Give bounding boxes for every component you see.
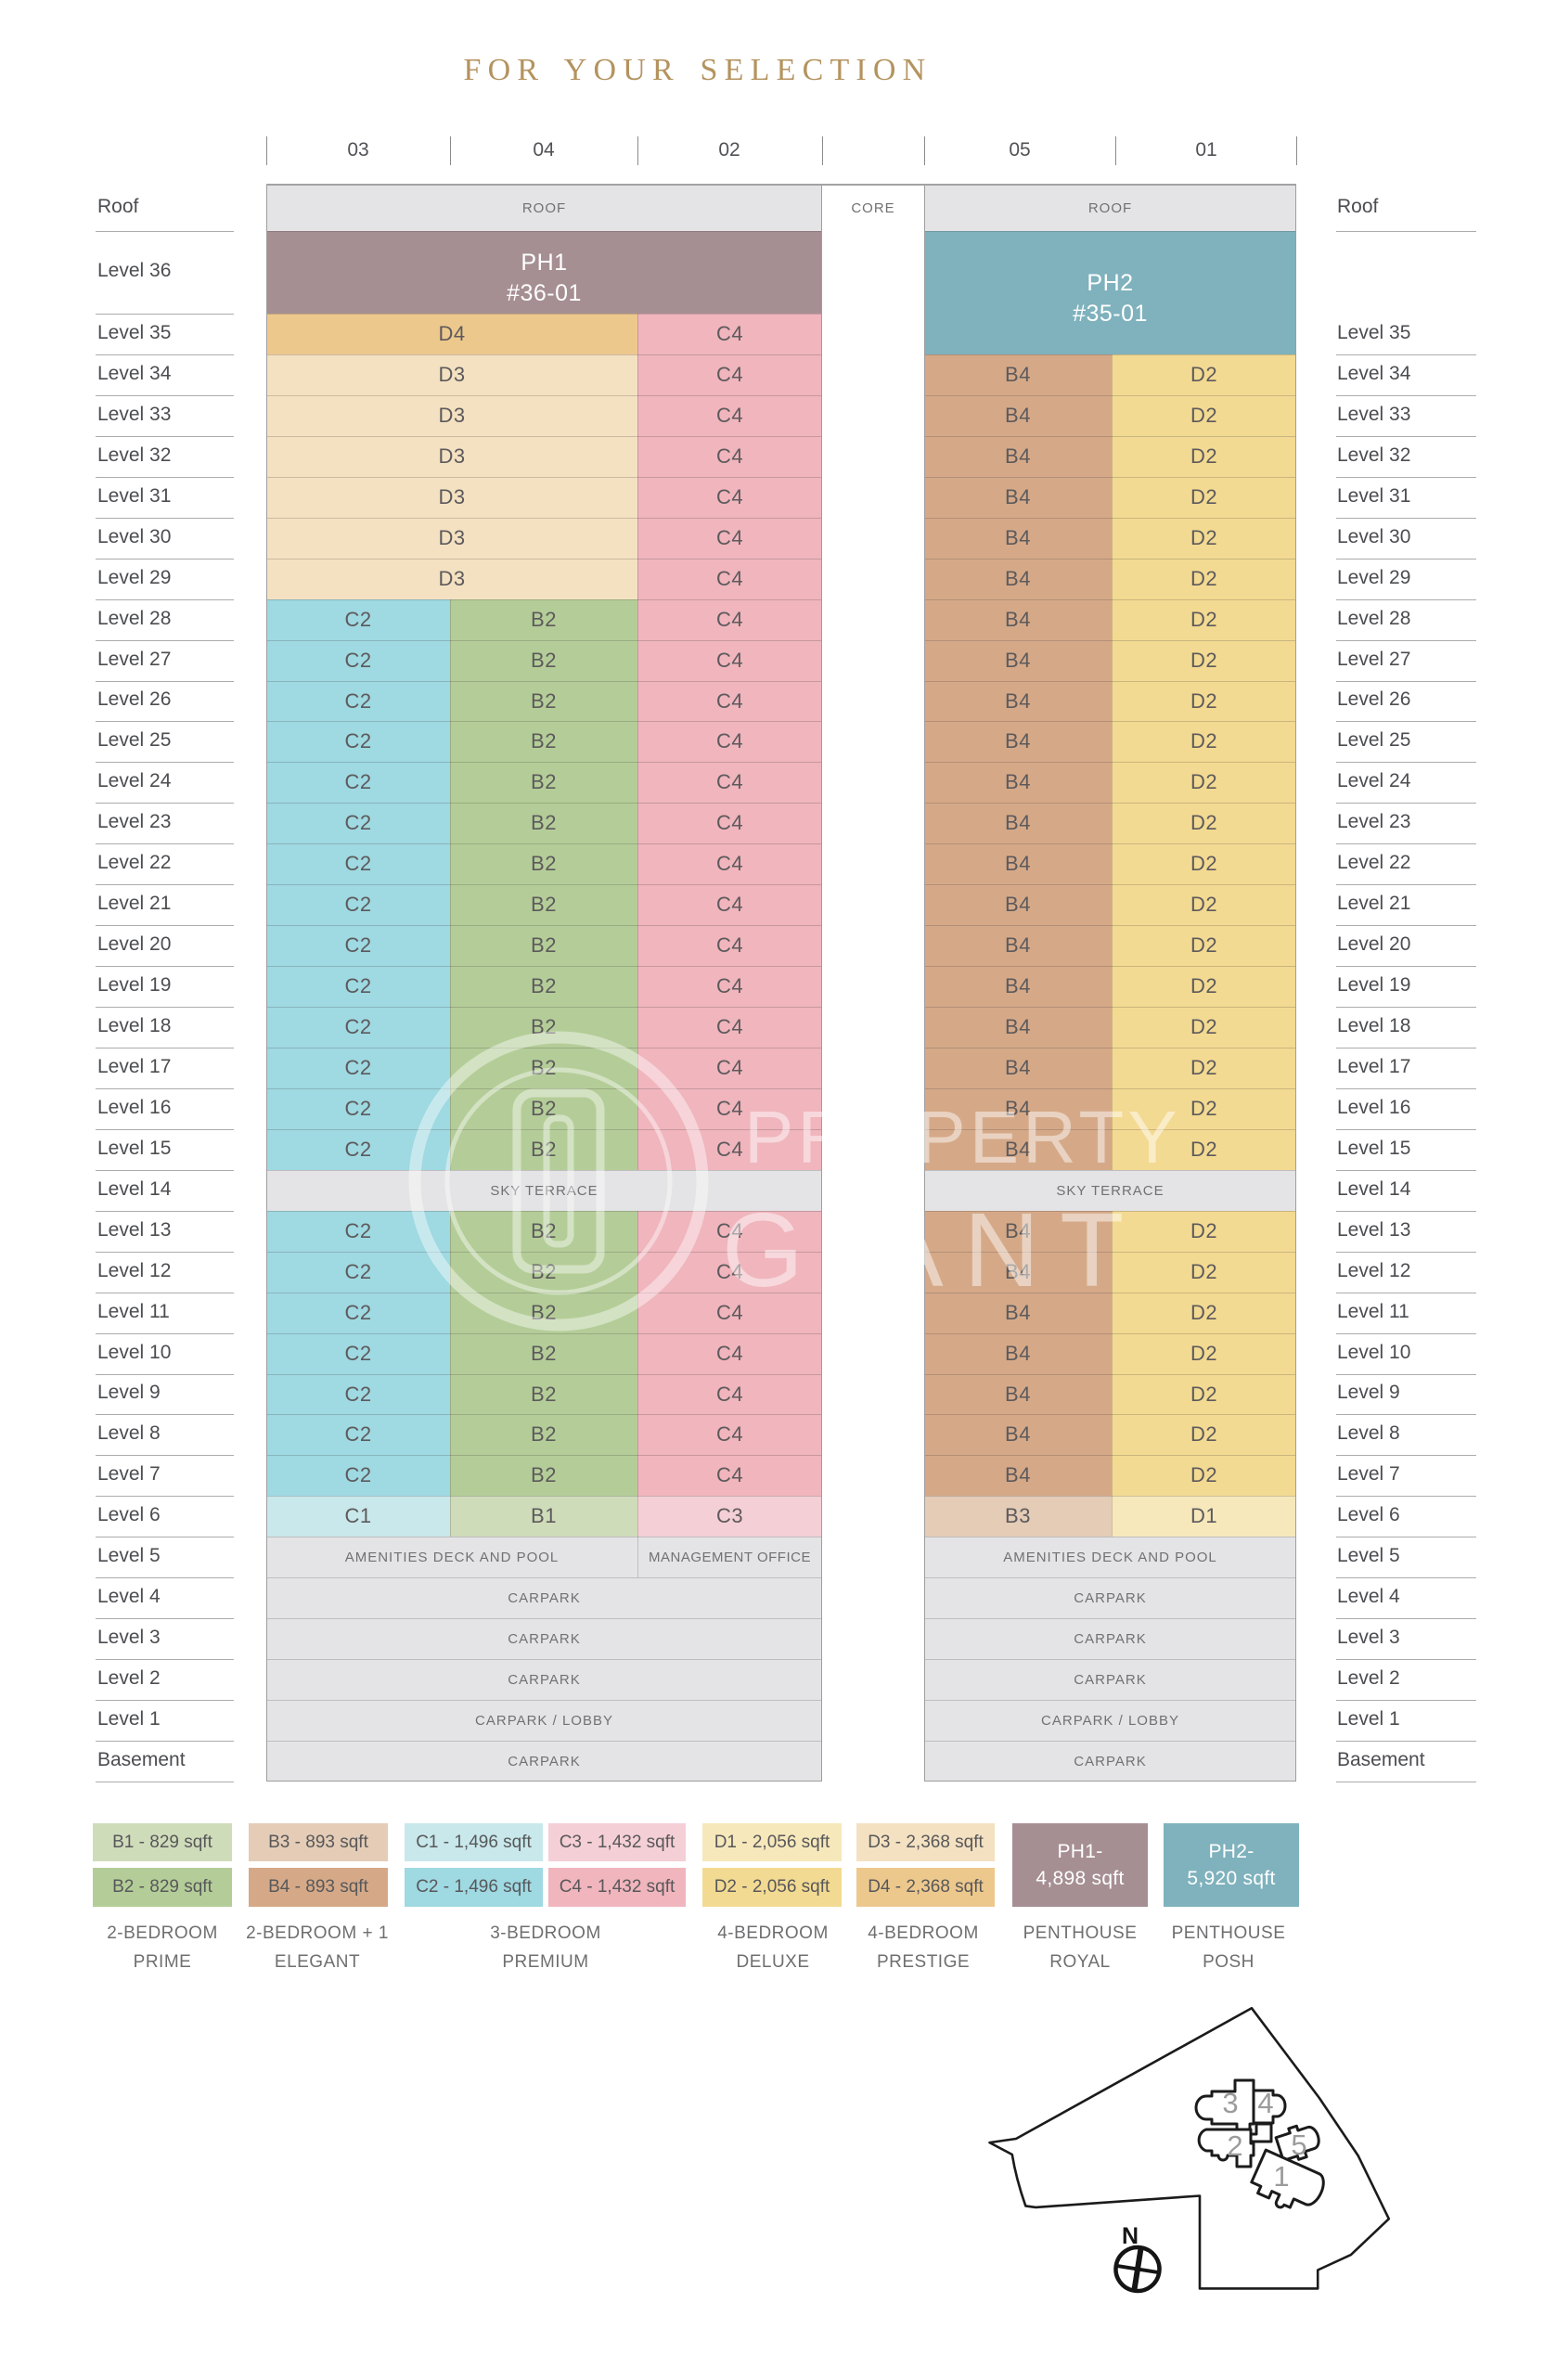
svg-text:1: 1 bbox=[1273, 2160, 1289, 2193]
svg-text:2: 2 bbox=[1227, 2129, 1242, 2162]
svg-text:5: 5 bbox=[1291, 2129, 1306, 2161]
svg-text:4: 4 bbox=[1257, 2087, 1273, 2119]
svg-text:N: N bbox=[1122, 2223, 1139, 2249]
svg-text:3: 3 bbox=[1222, 2087, 1238, 2119]
